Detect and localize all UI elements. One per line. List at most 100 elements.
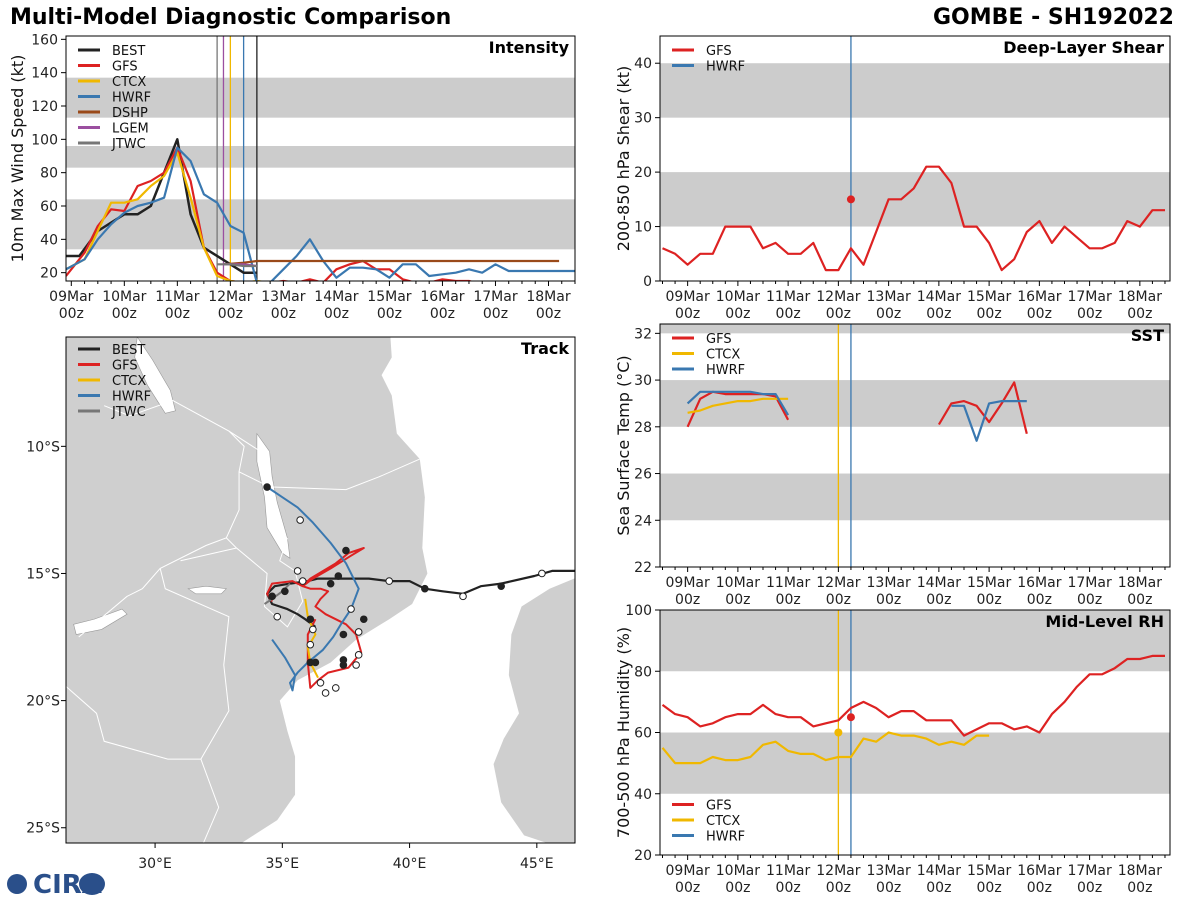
x-tick-label: 00z	[675, 592, 700, 608]
y-tick-label: 80	[40, 166, 58, 182]
figure-title: Multi-Model Diagnostic Comparison	[10, 5, 451, 30]
x-tick-label: 13Mar	[867, 289, 911, 305]
x-tick-label: 00z	[725, 592, 750, 608]
track-position-marker	[538, 569, 546, 578]
track-line-hwrf	[266, 486, 360, 692]
x-tick-label: 00z	[1077, 880, 1102, 896]
x-tick-label: 00z	[112, 306, 137, 322]
x-tick-label: 17Mar	[1067, 575, 1111, 591]
x-tick-label: 00z	[725, 306, 750, 322]
x-tick-label: 16Mar	[1017, 289, 1061, 305]
init-point-marker	[846, 195, 855, 204]
legend-label-jtwc: JTWC	[111, 137, 146, 152]
chart-panels: 09Mar00z10Mar00z11Mar00z12Mar00z13Mar00z…	[8, 32, 1171, 896]
track-position-marker	[298, 577, 307, 585]
cira-logo-badge-icon	[79, 873, 105, 895]
x-tick-label: 10Mar	[716, 575, 760, 591]
x-tick-label: 00z	[430, 306, 455, 322]
country-border	[78, 400, 245, 638]
legend-label-gfs: GFS	[706, 44, 732, 59]
y-tick-label: 30	[634, 373, 652, 389]
x-tick-label: 18Mar	[526, 289, 570, 305]
legend-label-jtwc: JTWC	[111, 405, 146, 420]
x-tick-label: 00z	[1127, 592, 1152, 608]
legend-label-gfs: GFS	[706, 332, 732, 347]
legend-label-ctcx: CTCX	[706, 814, 740, 829]
track-position-marker	[293, 567, 302, 575]
x-tick-label: 13Mar	[867, 863, 911, 879]
panel-intensity: 09Mar00z10Mar00z11Mar00z12Mar00z13Mar00z…	[8, 32, 576, 322]
legend-label-dshp: DSHP	[112, 106, 148, 121]
x-tick-label: 00z	[977, 592, 1002, 608]
x-tick-label: 30°E	[138, 856, 172, 872]
init-point-marker	[846, 713, 855, 722]
legend-label-hwrf: HWRF	[112, 91, 151, 106]
x-tick-label: 16Mar	[1017, 575, 1061, 591]
country-border	[238, 471, 265, 485]
panel-title: Track	[521, 339, 569, 358]
sst-plot-area	[660, 324, 1170, 567]
y-tick-label: 26	[634, 467, 652, 483]
panel-title: SST	[1131, 326, 1164, 345]
legend-label-hwrf: HWRF	[706, 60, 745, 75]
track-position-marker	[421, 584, 429, 593]
y-tick-label: 20	[634, 165, 652, 181]
init-point-marker	[834, 728, 843, 737]
y-tick-label: 25°S	[26, 821, 60, 837]
x-tick-label: 18Mar	[1118, 863, 1162, 879]
y-tick-label: 10°S	[26, 439, 60, 455]
x-tick-label: 10Mar	[102, 289, 146, 305]
shaded-band	[660, 732, 1170, 794]
x-tick-label: 00z	[1077, 306, 1102, 322]
x-tick-label: 00z	[826, 880, 851, 896]
plot-frame	[65, 336, 576, 844]
legend-label-ctcx: CTCX	[706, 348, 740, 363]
x-tick-label: 35°E	[265, 856, 299, 872]
y-tick-label: 0	[643, 274, 652, 290]
x-tick-label: 12Mar	[816, 289, 860, 305]
series-line-ctcx	[687, 397, 789, 414]
x-tick-label: 00z	[324, 306, 349, 322]
lake-tanganyika	[134, 337, 176, 414]
y-tick-label: 20°S	[26, 694, 60, 710]
x-tick-label: 09Mar	[666, 863, 710, 879]
track-position-marker	[352, 661, 360, 669]
x-tick-label: 10Mar	[716, 289, 760, 305]
x-tick-label: 15Mar	[967, 863, 1011, 879]
x-tick-label: 00z	[926, 306, 951, 322]
track-position-marker	[311, 658, 320, 667]
y-tick-label: 100	[31, 132, 58, 148]
legend-label-gfs: GFS	[112, 359, 138, 374]
legend-label-gfs: GFS	[706, 799, 732, 814]
legend-label-hwrf: HWRF	[112, 390, 151, 405]
track-position-marker	[331, 684, 340, 692]
shaded-band	[66, 77, 575, 118]
track-position-marker	[359, 615, 368, 624]
cira-logo-globe-icon	[7, 874, 27, 894]
y-tick-label: 28	[634, 420, 652, 436]
series-line-gfs	[686, 390, 790, 428]
lake-kariba	[73, 608, 128, 635]
series-line-dshp	[223, 259, 560, 266]
track-position-marker	[334, 572, 343, 580]
series-line-hwrf	[686, 390, 790, 416]
x-tick-label: 17Mar	[1067, 863, 1111, 879]
legend-label-hwrf: HWRF	[706, 830, 745, 845]
track-position-marker	[354, 651, 363, 659]
x-tick-label: 15Mar	[967, 575, 1011, 591]
y-tick-label: 140	[31, 66, 58, 82]
x-tick-label: 00z	[1077, 592, 1102, 608]
y-tick-label: 160	[31, 32, 58, 48]
plot-frame	[659, 35, 1171, 282]
x-tick-label: 18Mar	[1118, 575, 1162, 591]
panel-title: Mid-Level RH	[1045, 612, 1164, 631]
y-axis-label: 10m Max Wind Speed (kt)	[8, 55, 27, 263]
legend-label-hwrf: HWRF	[706, 363, 745, 378]
x-tick-label: 00z	[776, 306, 801, 322]
track-line-best	[266, 569, 575, 628]
legend-label-lgem: LGEM	[112, 122, 149, 137]
x-tick-label: 00z	[876, 880, 901, 896]
track-position-marker	[321, 689, 330, 697]
x-tick-label: 00z	[1127, 306, 1152, 322]
